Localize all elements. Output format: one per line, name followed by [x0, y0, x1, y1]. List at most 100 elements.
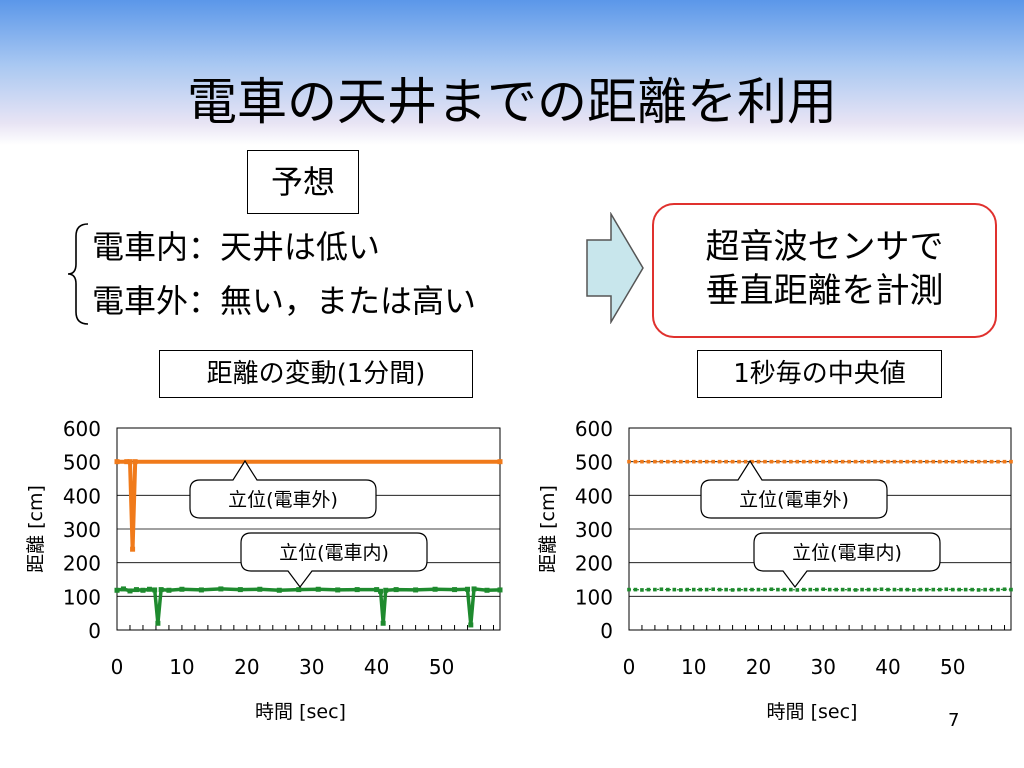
data-point: [484, 587, 490, 593]
data-point: [120, 586, 126, 592]
data-point: [730, 459, 735, 464]
y-tick-label: 300: [575, 518, 613, 542]
data-point: [769, 587, 774, 592]
data-point: [743, 459, 748, 464]
data-point: [983, 587, 987, 592]
data-point: [873, 459, 877, 464]
data-point: [646, 459, 651, 464]
data-point: [659, 587, 664, 592]
sensor-callout: 超音波センサで 垂直距離を計測: [652, 203, 997, 338]
callout-label: 立位(電車内): [792, 542, 902, 564]
data-point: [834, 587, 838, 592]
data-point: [950, 587, 955, 592]
x-tick-label: 20: [234, 655, 259, 679]
data-point: [918, 587, 923, 592]
data-point: [866, 587, 871, 592]
y-tick-label: 0: [88, 619, 101, 643]
slide-title: 電車の天井までの距離を利用: [187, 73, 837, 131]
data-point: [432, 586, 438, 592]
data-point: [808, 587, 813, 592]
data-point: [989, 587, 994, 592]
data-point: [666, 587, 670, 592]
data-point: [976, 459, 981, 464]
data-point: [996, 587, 1000, 592]
data-point: [452, 587, 458, 593]
callout-label: 立位(電車外): [228, 489, 338, 511]
data-point: [937, 587, 942, 592]
page-number: 7: [948, 710, 960, 731]
data-point: [497, 459, 503, 465]
data-point: [795, 459, 800, 464]
data-point: [1002, 459, 1007, 464]
data-point: [737, 459, 741, 464]
data-point: [983, 459, 987, 464]
data-point: [789, 459, 793, 464]
data-point: [750, 459, 754, 464]
y-tick-label: 100: [63, 585, 101, 609]
y-tick-label: 600: [63, 417, 101, 441]
data-point: [685, 587, 690, 592]
left-brace-icon: [67, 223, 89, 325]
data-point: [963, 587, 968, 592]
chart2-subtitle: 1秒毎の中央値: [697, 350, 942, 398]
data-point: [756, 587, 761, 592]
data-point: [627, 459, 631, 464]
data-point: [782, 587, 787, 592]
y-tick-label: 200: [63, 552, 101, 576]
data-point: [802, 459, 806, 464]
data-point: [179, 586, 185, 592]
data-point: [158, 587, 164, 593]
data-point: [717, 587, 722, 592]
data-point: [808, 459, 813, 464]
data-point: [853, 588, 858, 592]
data-point: [996, 459, 1000, 464]
data-point: [724, 459, 728, 464]
data-point: [847, 587, 851, 592]
data-point: [912, 588, 916, 592]
data-point: [931, 587, 936, 592]
data-point: [763, 459, 767, 464]
data-point: [763, 587, 767, 592]
data-point: [114, 587, 120, 593]
data-point: [795, 588, 800, 592]
x-tick-label: 0: [623, 655, 636, 679]
data-point: [1009, 587, 1013, 592]
inside-train-text: 電車内：天井は低い: [92, 228, 381, 266]
data-point: [827, 587, 832, 592]
data-point: [393, 587, 399, 593]
data-point: [905, 459, 910, 464]
data-point: [691, 587, 696, 592]
data-point: [782, 459, 787, 464]
data-point: [127, 588, 133, 594]
data-point: [886, 587, 890, 592]
data-point: [465, 586, 471, 592]
data-point: [989, 459, 994, 464]
data-point: [296, 587, 302, 593]
data-point: [821, 459, 826, 464]
data-point: [276, 587, 282, 593]
data-point: [166, 587, 172, 593]
data-point: [912, 459, 916, 464]
data-point: [627, 587, 631, 592]
data-point: [132, 459, 138, 465]
data-point: [853, 459, 858, 464]
data-point: [827, 459, 832, 464]
y-tick-label: 300: [63, 518, 101, 542]
data-point: [146, 586, 152, 592]
data-point: [866, 459, 871, 464]
data-point: [678, 588, 683, 592]
data-point: [672, 587, 677, 592]
data-point: [879, 587, 884, 592]
data-point: [218, 586, 224, 592]
title-band: [0, 0, 1024, 145]
data-point: [814, 459, 819, 464]
x-tick-label: 50: [429, 655, 454, 679]
data-point: [892, 587, 897, 592]
data-point: [789, 587, 793, 592]
data-point: [950, 459, 955, 464]
x-tick-label: 40: [364, 655, 389, 679]
data-point: [711, 587, 715, 592]
y-tick-label: 100: [575, 585, 613, 609]
data-point: [354, 587, 360, 593]
data-point: [750, 587, 754, 592]
